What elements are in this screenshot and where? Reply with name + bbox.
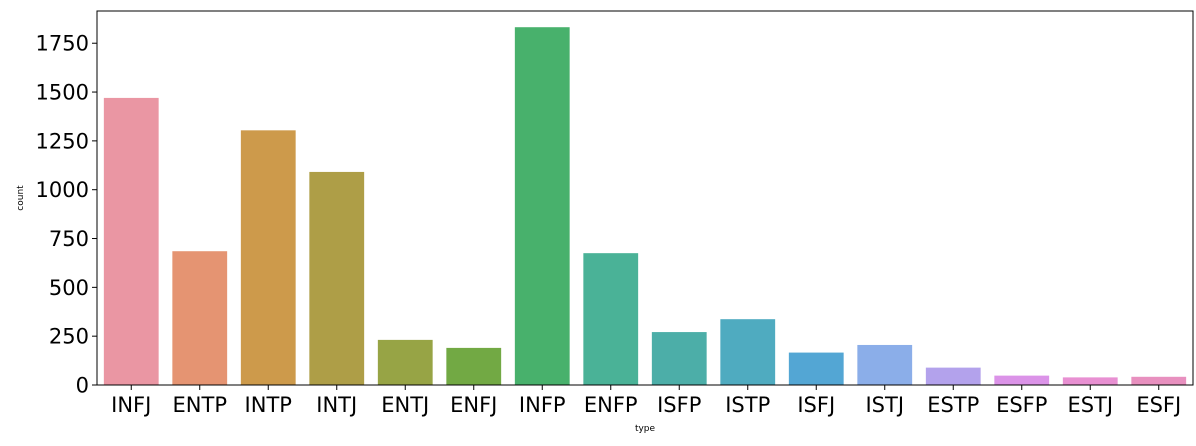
y-tick-label: 1250 bbox=[36, 129, 89, 153]
bar-enfj bbox=[446, 347, 502, 385]
x-tick-label: ENTP bbox=[173, 393, 227, 417]
bar-intj bbox=[309, 171, 365, 385]
y-tick-label: 1000 bbox=[36, 178, 89, 202]
bar-entp bbox=[172, 251, 228, 385]
x-tick-label: ISTP bbox=[725, 393, 770, 417]
x-tick-label: INTP bbox=[245, 393, 292, 417]
bar-esfj bbox=[1131, 376, 1187, 385]
y-tick-label: 0 bbox=[76, 374, 89, 398]
bars-group bbox=[103, 27, 1187, 385]
x-tick-label: ESTJ bbox=[1067, 393, 1113, 417]
x-tick-label: ESTP bbox=[927, 393, 979, 417]
bar-estj bbox=[1062, 377, 1118, 385]
x-tick-label: INTJ bbox=[316, 393, 357, 417]
bar-enfp bbox=[583, 253, 639, 385]
x-tick-label: ISFJ bbox=[797, 393, 835, 417]
x-tick-label: ISTJ bbox=[865, 393, 904, 417]
bar-isfp bbox=[651, 332, 707, 385]
x-tick-label: INFP bbox=[519, 393, 566, 417]
y-axis-ticks: 0 250 500 750 1000 1250 1500 1750 bbox=[36, 32, 97, 398]
bar-istp bbox=[720, 319, 776, 385]
x-axis-ticks: INFJ ENTP INTP INTJ ENTJ ENFJ INFP ENFP ISFP ISTP… bbox=[111, 385, 1181, 417]
bar-infp bbox=[514, 27, 570, 385]
x-tick-label: ENFP bbox=[584, 393, 638, 417]
y-tick-label: 500 bbox=[49, 276, 89, 300]
bar-entj bbox=[377, 339, 433, 385]
x-axis-label: type bbox=[635, 424, 656, 434]
plot-border bbox=[96, 10, 1194, 386]
y-tick-label: 1500 bbox=[36, 81, 89, 105]
bar-isfj bbox=[788, 352, 844, 385]
y-axis-label: count bbox=[16, 185, 26, 211]
x-tick-label: ESFP bbox=[996, 393, 1047, 417]
y-tick-label: 1750 bbox=[36, 32, 89, 56]
x-tick-label: INFJ bbox=[111, 393, 151, 417]
bar-esfp bbox=[994, 375, 1050, 385]
bar-estp bbox=[925, 367, 981, 385]
x-tick-label: ISFP bbox=[657, 393, 701, 417]
x-tick-label: ENTJ bbox=[381, 393, 429, 417]
y-tick-label: 750 bbox=[49, 227, 89, 251]
x-tick-label: ENFJ bbox=[450, 393, 497, 417]
y-tick-label: 250 bbox=[49, 325, 89, 349]
bar-intp bbox=[240, 130, 296, 385]
x-tick-label: ESFJ bbox=[1136, 393, 1181, 417]
axes-frame bbox=[96, 10, 1194, 386]
bar-istj bbox=[857, 344, 913, 385]
bar-infj bbox=[103, 97, 159, 385]
